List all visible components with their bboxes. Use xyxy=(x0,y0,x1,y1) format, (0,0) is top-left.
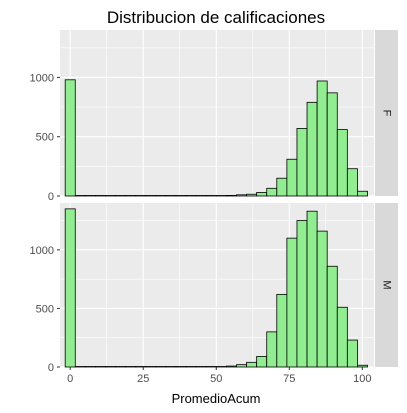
histogram-bar xyxy=(316,230,328,368)
histogram-bar xyxy=(84,366,96,368)
histogram-bar xyxy=(357,190,368,197)
histogram-bar xyxy=(205,366,217,368)
y-tick-label: 1000 xyxy=(30,245,54,257)
histogram-bar xyxy=(286,237,298,368)
histogram-bar xyxy=(205,195,217,197)
histogram-bar xyxy=(185,195,197,197)
histogram-bar xyxy=(155,366,167,368)
histogram-bar xyxy=(236,194,247,197)
histogram-bar xyxy=(286,158,298,197)
histogram-bar xyxy=(84,195,96,197)
x-tick-label: 50 xyxy=(210,373,222,385)
histogram-bar xyxy=(95,366,106,368)
histogram-bar xyxy=(336,306,348,368)
facet-strip xyxy=(375,203,398,367)
y-tick-label: 500 xyxy=(36,303,54,315)
histogram-bar xyxy=(115,195,127,197)
facet-strip xyxy=(375,30,398,196)
histogram-bar xyxy=(357,364,368,368)
histogram-bar xyxy=(185,366,197,368)
histogram-bar xyxy=(155,195,167,197)
x-tick-label: 0 xyxy=(67,373,73,385)
histogram-bar xyxy=(135,195,147,197)
histogram-bar xyxy=(256,192,268,197)
histogram-bar xyxy=(175,366,187,368)
histogram-bar xyxy=(346,339,358,368)
histogram-bar xyxy=(276,293,288,368)
histogram-bar xyxy=(226,195,237,197)
x-axis: 0 25 50 75 100 xyxy=(67,367,371,385)
y-tick-label: 1000 xyxy=(30,72,54,84)
histogram-bar xyxy=(306,210,318,368)
panel-M: 0 500 1000 M xyxy=(30,203,398,374)
histogram-bar xyxy=(326,265,338,368)
histogram-bar xyxy=(145,366,157,368)
histogram-bar xyxy=(266,331,278,368)
histogram-bar xyxy=(175,195,187,197)
histogram-bar xyxy=(165,195,177,197)
histogram-bar xyxy=(226,365,237,368)
histogram-bar xyxy=(215,195,227,197)
histogram-bar xyxy=(306,101,318,197)
histogram-bar xyxy=(256,356,268,368)
histogram-bar xyxy=(145,195,157,197)
histogram-bar xyxy=(74,366,86,368)
histogram-bar xyxy=(105,366,116,368)
histogram-bar xyxy=(316,80,328,197)
histogram-bar xyxy=(125,366,137,368)
y-tick-label: 500 xyxy=(36,132,54,144)
histogram-bar xyxy=(64,79,76,197)
y-tick-label: 0 xyxy=(48,191,54,203)
histogram-bar xyxy=(346,168,358,197)
y-tick-label: 0 xyxy=(48,362,54,374)
histogram-bar xyxy=(336,129,348,197)
histogram-bar xyxy=(95,195,106,197)
histogram-bar xyxy=(276,177,288,197)
facet-panels: 0 500 1000 F 0 500 1000 M xyxy=(30,30,398,374)
histogram-bar xyxy=(74,195,86,197)
histogram-bar xyxy=(215,366,227,368)
histogram-bar xyxy=(266,187,278,197)
histogram-bar xyxy=(105,195,116,197)
histogram-bar xyxy=(135,366,147,368)
histogram-bar xyxy=(246,193,258,197)
histogram-bar xyxy=(64,208,76,368)
histogram-bar xyxy=(296,220,308,368)
x-tick-label: 100 xyxy=(353,373,371,385)
histogram-bar xyxy=(125,195,137,197)
facet-label: F xyxy=(381,110,393,117)
histogram-bar xyxy=(115,366,127,368)
x-tick-label: 25 xyxy=(137,373,149,385)
facet-label: M xyxy=(381,280,393,289)
x-tick-label: 75 xyxy=(283,373,295,385)
histogram-bar xyxy=(296,128,308,197)
x-axis-label: PromedioAcum xyxy=(172,391,261,406)
histogram-bar xyxy=(195,366,207,368)
histogram-bar xyxy=(195,195,207,197)
histogram-bar xyxy=(236,364,247,368)
histogram-bar xyxy=(165,366,177,368)
panel-F: 0 500 1000 F xyxy=(30,30,398,203)
histogram-bar xyxy=(246,361,258,368)
chart-title: Distribucion de calificaciones xyxy=(107,8,325,27)
histogram-bar xyxy=(326,92,338,197)
